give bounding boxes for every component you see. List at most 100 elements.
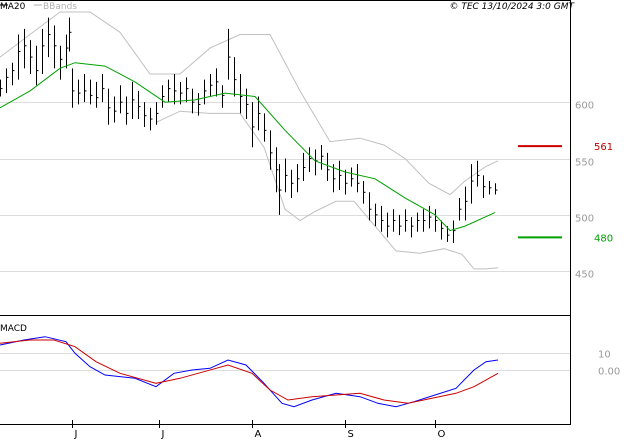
price-bar: [393, 209, 396, 232]
x-tick-label: J: [161, 429, 165, 440]
price-bar: [375, 203, 378, 227]
price-bar: [477, 160, 480, 187]
ma-legend-label: MA20: [0, 2, 26, 12]
price-bar: [0, 79, 3, 97]
price-bar: [489, 181, 492, 195]
price-bar: [204, 79, 207, 105]
price-bar: [270, 130, 273, 170]
macd-lines: [0, 336, 499, 408]
price-bar: [102, 73, 105, 103]
price-bar: [357, 164, 360, 193]
price-bar: [69, 17, 72, 52]
price-bar: [228, 28, 231, 80]
price-bar: [138, 90, 141, 120]
price-bar: [423, 209, 426, 232]
price-bar: [381, 205, 384, 232]
level-label-561: 561: [594, 142, 613, 153]
price-bar: [30, 40, 33, 74]
price-y-axis: 450 500 550 600: [575, 101, 594, 281]
price-bar: [246, 88, 249, 120]
price-bar: [186, 77, 189, 103]
macd-tick-label: 10: [598, 350, 611, 361]
price-bar: [495, 183, 498, 195]
price-bar: [321, 144, 324, 170]
price-bar: [90, 79, 93, 105]
price-bar: [309, 147, 312, 173]
price-levels: 561 480: [518, 142, 613, 244]
price-bar: [279, 164, 282, 215]
price-bar: [285, 158, 288, 193]
price-bar: [429, 205, 432, 229]
price-bar: [78, 79, 81, 105]
price-bar: [36, 45, 39, 86]
signal-line: [0, 339, 499, 404]
price-bar: [66, 34, 69, 69]
price-bar: [108, 88, 111, 125]
price-bar: [72, 68, 75, 108]
price-bar: [168, 79, 171, 103]
price-bar: [132, 81, 135, 120]
price-bar: [447, 226, 450, 242]
price-bar: [162, 85, 165, 108]
price-bar: [156, 102, 159, 125]
price-bar: [276, 147, 279, 193]
price-bar: [198, 93, 201, 116]
macd-tick-label: 0.00: [598, 367, 620, 378]
price-bar: [363, 181, 366, 204]
price-bar: [387, 212, 390, 238]
price-tick-label: 450: [575, 270, 594, 281]
price-bar: [345, 169, 348, 195]
bbands-legend-label: BBands: [43, 2, 77, 12]
bband-lower: [155, 110, 499, 270]
chart-frame: [0, 0, 571, 425]
price-bar: [222, 85, 225, 108]
price-bar: [144, 102, 147, 127]
price-bar: [258, 96, 261, 131]
price-bar: [48, 17, 51, 58]
price-bar: [435, 209, 438, 232]
price-bar: [264, 113, 267, 142]
price-bar: [339, 160, 342, 191]
x-tick-label: A: [255, 429, 262, 440]
bollinger-bands: [0, 11, 499, 270]
ma20-path: [0, 62, 496, 232]
price-bar: [405, 209, 408, 232]
macd-label: MACD: [0, 324, 27, 334]
price-bar: [240, 73, 243, 114]
macd-line: [0, 336, 499, 408]
price-bar: [18, 34, 21, 80]
macd-y-axis: 100.00: [598, 350, 620, 378]
price-bar: [120, 85, 123, 114]
copyright-text: © TEC 13/10/2024 3:0 GMT: [449, 2, 575, 12]
price-bar: [453, 220, 456, 244]
price-bar: [114, 96, 117, 123]
price-bar: [483, 175, 486, 198]
price-bar: [441, 220, 444, 240]
ma20-line: [0, 62, 496, 232]
price-bar: [42, 28, 45, 74]
x-tick-label: J: [74, 429, 78, 440]
price-bar: [24, 28, 27, 69]
price-bar: [174, 73, 177, 105]
price-bar: [54, 25, 57, 69]
price-tick-label: 500: [575, 214, 594, 225]
price-bar: [315, 149, 318, 176]
price-bar: [465, 186, 468, 221]
price-bar: [291, 169, 294, 198]
price-tick-label: 600: [575, 101, 594, 112]
price-bar: [6, 68, 9, 94]
price-bars: [0, 17, 498, 244]
price-bar: [459, 197, 462, 221]
price-tick-label: 550: [575, 158, 594, 169]
bband-upper: [0, 11, 499, 196]
price-bar: [369, 192, 372, 221]
price-bar: [96, 81, 99, 108]
price-bar: [234, 57, 237, 97]
price-bar: [333, 164, 336, 193]
macd-grid: [0, 353, 570, 371]
price-bar: [399, 214, 402, 236]
x-tick-label: O: [438, 429, 446, 440]
level-label-480: 480: [594, 233, 613, 244]
